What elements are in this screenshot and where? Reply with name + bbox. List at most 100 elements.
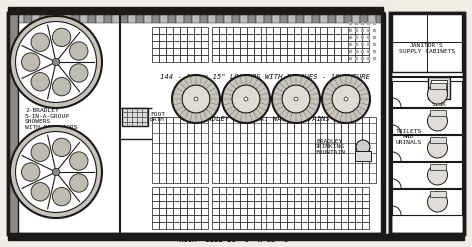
Bar <box>320 48 327 55</box>
Bar <box>301 55 308 62</box>
Bar <box>240 201 247 208</box>
Bar <box>152 201 159 208</box>
Bar <box>120 13 128 23</box>
Bar <box>173 34 180 41</box>
Bar <box>8 13 383 234</box>
Bar <box>254 55 261 62</box>
Bar <box>362 48 369 55</box>
Bar <box>201 194 208 201</box>
Bar <box>180 117 187 183</box>
Bar <box>72 13 80 23</box>
Bar <box>254 194 261 201</box>
Bar <box>334 55 341 62</box>
Bar <box>212 55 219 62</box>
Bar <box>392 162 462 188</box>
Bar <box>327 48 334 55</box>
Bar <box>160 13 168 23</box>
Circle shape <box>22 163 40 181</box>
Bar <box>261 55 268 62</box>
Bar <box>219 208 226 215</box>
Bar <box>226 215 233 222</box>
Bar <box>301 194 308 201</box>
Bar <box>194 34 201 41</box>
Bar <box>180 222 187 229</box>
Bar <box>240 48 247 55</box>
Bar <box>226 222 233 229</box>
Circle shape <box>10 16 102 108</box>
Text: FOOT
BATH: FOOT BATH <box>150 112 165 123</box>
Bar <box>355 215 362 222</box>
Bar <box>187 27 194 34</box>
Bar <box>308 222 315 229</box>
Bar <box>315 48 322 55</box>
Bar <box>320 201 327 208</box>
Bar <box>280 201 287 208</box>
Bar <box>247 194 254 201</box>
Bar <box>327 222 334 229</box>
Bar <box>392 81 462 107</box>
Bar <box>287 208 294 215</box>
Bar <box>315 117 322 183</box>
Bar <box>273 117 280 183</box>
Bar <box>348 194 355 201</box>
Bar <box>315 187 322 194</box>
Bar <box>166 215 173 222</box>
Circle shape <box>52 138 71 157</box>
Bar <box>32 13 40 23</box>
Bar <box>320 187 327 194</box>
Bar <box>212 194 219 201</box>
Bar <box>280 215 287 222</box>
Bar <box>180 34 187 41</box>
Bar <box>348 201 355 208</box>
Bar <box>219 117 226 183</box>
Bar <box>308 55 315 62</box>
Bar <box>334 201 341 208</box>
Bar <box>315 215 322 222</box>
Bar <box>287 55 294 62</box>
Bar <box>287 27 294 34</box>
Bar <box>308 208 315 215</box>
Bar <box>247 117 254 183</box>
Bar <box>266 117 273 183</box>
Circle shape <box>52 28 71 46</box>
Bar <box>212 48 219 55</box>
Bar <box>327 201 334 208</box>
Bar <box>64 13 72 23</box>
Bar <box>273 48 280 55</box>
Bar <box>315 201 322 208</box>
Bar <box>430 110 446 116</box>
Bar <box>187 117 194 183</box>
Bar <box>180 187 187 194</box>
Bar <box>248 13 256 23</box>
Bar <box>128 13 136 23</box>
Bar <box>294 222 301 229</box>
Bar <box>296 13 304 23</box>
Bar <box>201 27 208 34</box>
Bar <box>180 215 187 222</box>
Bar <box>320 13 328 23</box>
Bar <box>187 215 194 222</box>
Bar <box>362 215 369 222</box>
Bar <box>180 41 187 48</box>
Bar <box>320 215 327 222</box>
Text: TOILETS
AND
URINALS: TOILETS AND URINALS <box>396 129 421 145</box>
Bar <box>328 13 336 23</box>
Bar <box>8 13 18 234</box>
Bar <box>334 48 341 55</box>
Bar <box>273 201 280 208</box>
Bar <box>261 41 268 48</box>
Bar <box>266 215 273 222</box>
Bar <box>254 208 261 215</box>
Bar <box>341 222 348 229</box>
Bar <box>219 55 226 62</box>
Text: 2-BRADLEY
5-IN-A-GROUP
SHOWERS
WITH RECEPTORS: 2-BRADLEY 5-IN-A-GROUP SHOWERS WITH RECE… <box>25 108 77 130</box>
Bar <box>294 187 301 194</box>
Bar <box>315 55 322 62</box>
Bar <box>362 117 369 183</box>
Bar <box>341 117 348 183</box>
Circle shape <box>344 97 348 101</box>
Bar <box>233 194 240 201</box>
Bar <box>266 48 273 55</box>
Bar <box>308 34 315 41</box>
Bar <box>233 215 240 222</box>
